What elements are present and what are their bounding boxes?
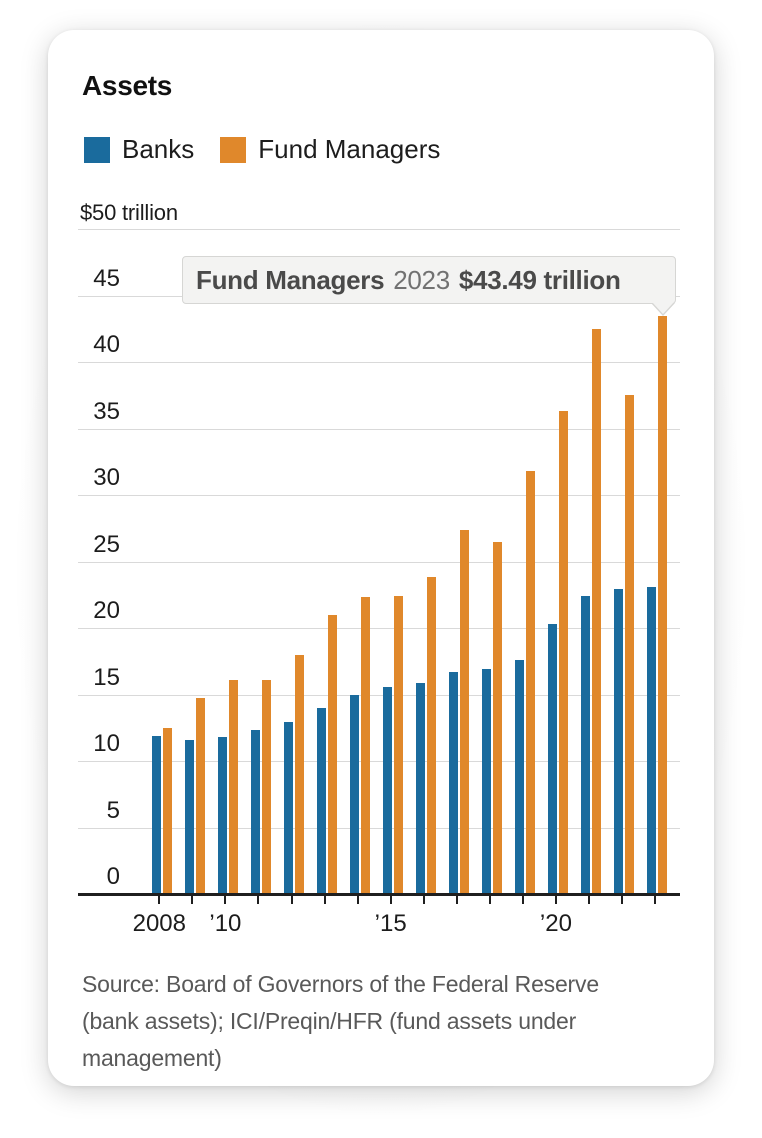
bar-fund-managers-2017[interactable] xyxy=(459,529,469,894)
y-axis-unit-label: $50 trillion xyxy=(80,200,178,225)
x-axis-tick-2008 xyxy=(158,896,161,904)
tooltip-series: Fund Managers xyxy=(196,264,385,295)
y-axis-tick-label-15: 15 xyxy=(93,663,120,691)
bar-fund-managers-2023[interactable] xyxy=(658,315,668,894)
y-axis-tick-label-45: 45 xyxy=(93,264,120,292)
y-axis-tick-label-10: 10 xyxy=(93,730,120,757)
legend: Banks Fund Managers xyxy=(84,134,440,165)
gridline-25 xyxy=(78,561,680,563)
x-axis-tick-2012 xyxy=(290,896,293,904)
x-axis-tick-2010 xyxy=(224,896,227,904)
banks-swatch-icon xyxy=(84,136,110,163)
bar-fund-managers-2013[interactable] xyxy=(327,614,337,894)
x-axis-tick-2022 xyxy=(621,896,624,904)
x-axis-tick-2018 xyxy=(488,896,491,904)
x-axis-tick-2014 xyxy=(356,896,359,904)
gridline-30 xyxy=(78,495,680,496)
bar-banks-2016[interactable] xyxy=(415,682,425,894)
bar-fund-managers-2020[interactable] xyxy=(559,411,569,894)
bar-fund-managers-2014[interactable] xyxy=(360,597,370,894)
bar-banks-2013[interactable] xyxy=(316,707,326,894)
x-axis-label-15: ’15 xyxy=(374,910,407,937)
bar-banks-2015[interactable] xyxy=(382,686,392,894)
tooltip-value: $43.49 trillion xyxy=(458,264,621,295)
tooltip: Fund Managers 2023 $43.49 trillion xyxy=(182,256,676,316)
bar-banks-2017[interactable] xyxy=(448,671,458,894)
bar-fund-managers-2012[interactable] xyxy=(294,654,304,894)
gridline-10 xyxy=(78,761,680,762)
y-axis-tick-label-30: 30 xyxy=(93,464,120,491)
x-axis-tick-2009 xyxy=(191,896,194,904)
bar-banks-2008[interactable] xyxy=(151,735,161,894)
x-axis-tick-2023 xyxy=(654,896,657,904)
gridline-35 xyxy=(78,428,680,430)
legend-item-fund-managers: Fund Managers xyxy=(220,134,440,165)
x-axis-tick-2013 xyxy=(323,896,326,904)
legend-item-banks: Banks xyxy=(84,134,194,165)
bar-fund-managers-2010[interactable] xyxy=(228,679,238,894)
bar-banks-2012[interactable] xyxy=(283,722,293,894)
bar-fund-managers-2019[interactable] xyxy=(526,471,536,894)
y-axis-tick-label-25: 25 xyxy=(93,530,120,558)
x-axis-tick-2011 xyxy=(257,896,260,904)
y-axis-tick-label-20: 20 xyxy=(93,597,120,624)
x-axis-label-2008: 2008 xyxy=(132,910,186,937)
x-axis-tick-2019 xyxy=(521,896,524,904)
source-note: Source: Board of Governors of the Federa… xyxy=(82,971,599,1071)
x-axis-tick-2015 xyxy=(389,896,392,904)
legend-label-banks: Banks xyxy=(122,134,195,164)
fund-managers-swatch-icon xyxy=(220,136,247,163)
bar-banks-2014[interactable] xyxy=(349,694,359,894)
bar-banks-2011[interactable] xyxy=(250,730,260,894)
x-axis-label-20: ’20 xyxy=(539,910,572,937)
tooltip-pointer-fill-icon xyxy=(652,302,674,314)
y-axis-tick-label-0: 0 xyxy=(106,863,120,890)
bar-fund-managers-2011[interactable] xyxy=(261,679,271,894)
bar-banks-2023[interactable] xyxy=(647,586,657,894)
plot-area: 0 5 10 15 20 25 30 35 40 45 2008 ’10 ’15 ’20 xyxy=(48,30,714,1086)
x-axis-label-10: ’10 xyxy=(209,910,242,937)
legend-label-fund-managers: Fund Managers xyxy=(258,134,441,164)
bar-banks-2010[interactable] xyxy=(217,737,227,894)
bar-fund-managers-2015[interactable] xyxy=(393,596,403,894)
tooltip-year: 2023 xyxy=(393,264,450,295)
y-axis-tick-label-5: 5 xyxy=(106,796,120,824)
bar-banks-2021[interactable] xyxy=(581,596,591,894)
bar-banks-2009[interactable] xyxy=(184,739,194,894)
x-axis-tick-2017 xyxy=(455,896,458,904)
bar-fund-managers-2008[interactable] xyxy=(162,727,172,894)
x-axis-tick-2021 xyxy=(587,896,590,904)
bar-banks-2018[interactable] xyxy=(482,669,492,894)
chart-title: Assets xyxy=(82,70,173,101)
bar-banks-2019[interactable] xyxy=(515,659,525,894)
gridline-50 xyxy=(78,229,680,230)
bar-fund-managers-2021[interactable] xyxy=(592,328,602,894)
x-axis-tick-2016 xyxy=(422,896,425,904)
bar-fund-managers-2022[interactable] xyxy=(625,395,635,894)
bar-banks-2020[interactable] xyxy=(548,624,558,894)
bar-banks-2022[interactable] xyxy=(614,589,624,894)
x-axis-tick-2020 xyxy=(554,896,557,904)
bar-fund-managers-2009[interactable] xyxy=(195,698,205,894)
gridline-20 xyxy=(78,628,680,629)
x-axis-line xyxy=(78,893,680,896)
bar-fund-managers-2018[interactable] xyxy=(493,541,503,894)
bar-fund-managers-2016[interactable] xyxy=(426,577,436,894)
y-axis-tick-label-35: 35 xyxy=(93,397,120,425)
gridline-15 xyxy=(78,694,680,696)
chart-card: Assets Banks Fund Managers $50 trillion … xyxy=(48,30,714,1086)
y-axis-tick-label-40: 40 xyxy=(93,331,120,358)
gridline-5 xyxy=(78,827,680,829)
gridline-40 xyxy=(78,362,680,363)
